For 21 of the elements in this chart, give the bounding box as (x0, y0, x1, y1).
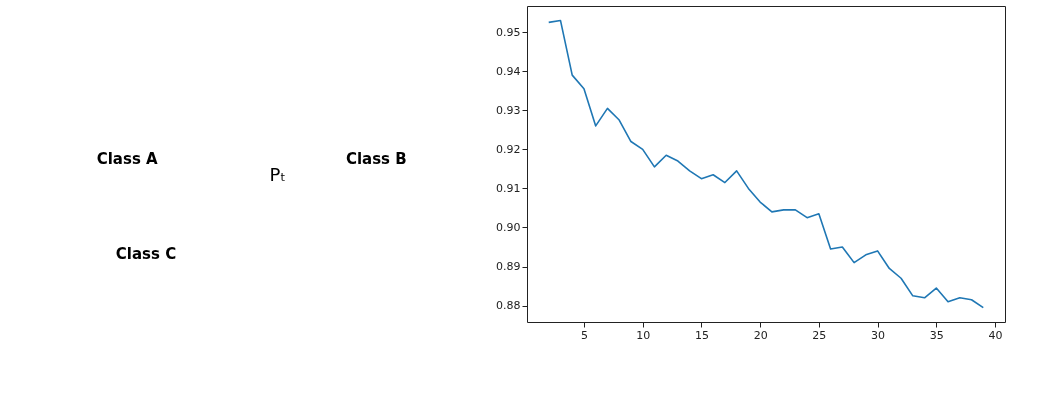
y-tick-label: 0.95 (496, 25, 521, 39)
text: Class A (96, 150, 159, 168)
y-tick-label: 0.93 (496, 103, 521, 117)
x-tick-label: 10 (636, 328, 651, 342)
y-tick-label: 0.94 (496, 64, 521, 78)
y-tick-label: 0.92 (496, 142, 521, 156)
text: Pₜ (269, 164, 286, 185)
y-tick-label: 0.91 (496, 181, 521, 195)
text: Class C (115, 245, 177, 264)
x-tick-label: 5 (580, 328, 588, 342)
x-tick-label: 30 (871, 328, 886, 342)
y-tick-label: 0.89 (496, 260, 521, 274)
x-tick-label: 25 (812, 328, 827, 342)
y-tick-label: 0.88 (496, 299, 521, 313)
y-tick-label: 0.90 (496, 220, 521, 234)
x-tick-label: 15 (694, 328, 709, 342)
x-tick-label: 20 (753, 328, 768, 342)
x-tick-label: 35 (929, 328, 944, 342)
text: Class B (345, 150, 407, 168)
x-tick-label: 40 (988, 328, 1003, 342)
line-series (547, 19, 985, 309)
